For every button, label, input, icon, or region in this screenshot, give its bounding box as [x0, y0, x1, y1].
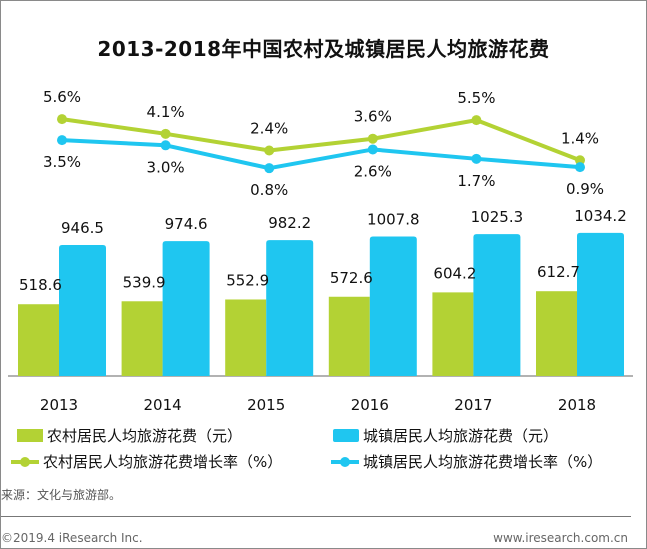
growth-data-label: 1.4% — [561, 129, 599, 147]
x-tick-label: 2016 — [351, 396, 389, 414]
legend-label: 城镇居民人均旅游花费增长率（%） — [363, 453, 603, 471]
legend-item-urban-growth: 城镇居民人均旅游花费增长率（%） — [331, 451, 602, 472]
bar-rural — [121, 301, 163, 376]
growth-point — [471, 115, 482, 126]
chart-title: 2013-2018年中国农村及城镇居民人均旅游花费 — [97, 37, 550, 61]
bar-urban — [577, 232, 624, 376]
growth-data-label: 5.5% — [457, 89, 495, 107]
x-tick-label: 2018 — [558, 396, 596, 414]
bar-data-label: 974.6 — [165, 215, 208, 233]
footer-divider — [1, 516, 631, 517]
growth-data-label: 4.1% — [147, 103, 185, 121]
legend-item-urban-spend: 城镇居民人均旅游花费（元） — [333, 425, 558, 446]
bar-rural — [536, 291, 577, 376]
growth-data-label: 2.4% — [250, 119, 288, 137]
website: www.iresearch.com.cn — [493, 531, 628, 545]
bar-urban — [162, 241, 210, 376]
legend-label: 农村居民人均旅游花费增长率（%） — [43, 453, 283, 471]
bar-rural — [328, 296, 370, 376]
bar-rural — [432, 292, 474, 376]
bar-data-label: 604.2 — [433, 264, 476, 282]
legend-item-rural-growth: 农村居民人均旅游花费增长率（%） — [11, 451, 282, 472]
growth-point — [367, 144, 378, 155]
bar-urban — [59, 245, 106, 376]
growth-data-label: 3.6% — [354, 108, 392, 126]
bar-data-label: 1034.2 — [574, 207, 627, 225]
legend-swatch-blue — [333, 429, 359, 442]
growth-data-label: 0.8% — [250, 181, 288, 199]
bar-data-label: 946.5 — [61, 219, 104, 237]
legend-line-marker-blue — [331, 455, 359, 468]
source-note: 来源：文化与旅游部。 — [1, 488, 122, 502]
growth-point — [471, 153, 482, 164]
growth-point — [367, 133, 378, 144]
legend-line-marker-green — [11, 455, 39, 468]
legend-label: 城镇居民人均旅游花费（元） — [363, 427, 559, 445]
growth-point — [264, 145, 275, 156]
legend-swatch-green — [17, 429, 43, 442]
legend-label: 农村居民人均旅游花费（元） — [47, 427, 243, 445]
bar-data-label: 612.7 — [537, 263, 580, 281]
bar-rural — [225, 299, 267, 376]
x-tick-label: 2017 — [454, 396, 492, 414]
growth-point — [575, 162, 585, 173]
growth-data-label: 3.5% — [43, 153, 81, 171]
growth-data-label: 0.9% — [566, 180, 604, 198]
bar-data-label: 552.9 — [226, 271, 269, 289]
bar-data-label: 539.9 — [123, 273, 166, 291]
bar-data-label: 1007.8 — [367, 211, 420, 229]
bar-data-label: 518.6 — [19, 276, 62, 294]
copyright: ©2019.4 iResearch Inc. — [1, 531, 143, 545]
bar-urban — [369, 236, 417, 376]
bar-data-label: 982.2 — [268, 214, 311, 232]
growth-point — [264, 163, 275, 174]
legend-item-rural-spend: 农村居民人均旅游花费（元） — [17, 425, 242, 446]
growth-line-urban — [61, 138, 581, 171]
bar-urban — [473, 234, 521, 376]
chart-plot: 2013 518.6 946.5 2014 539.9 974.6 2015 552.9 982… — [8, 88, 633, 414]
x-tick-label: 2015 — [247, 396, 285, 414]
bar-data-label: 1025.3 — [471, 208, 524, 226]
growth-data-label: 3.0% — [147, 158, 185, 176]
x-tick-label: 2013 — [40, 396, 78, 414]
x-tick-label: 2014 — [144, 396, 182, 414]
growth-point — [57, 114, 67, 125]
growth-line-rural — [61, 117, 581, 163]
growth-data-label: 1.7% — [457, 172, 495, 190]
growth-data-label: 2.6% — [354, 162, 392, 180]
growth-point — [160, 140, 171, 151]
bar-data-label: 572.6 — [330, 269, 373, 287]
growth-point — [160, 128, 171, 139]
growth-point — [57, 135, 67, 146]
growth-data-label: 5.6% — [43, 88, 81, 106]
bar-urban — [266, 240, 314, 376]
growth-point — [575, 155, 585, 166]
bar-rural — [18, 304, 59, 376]
